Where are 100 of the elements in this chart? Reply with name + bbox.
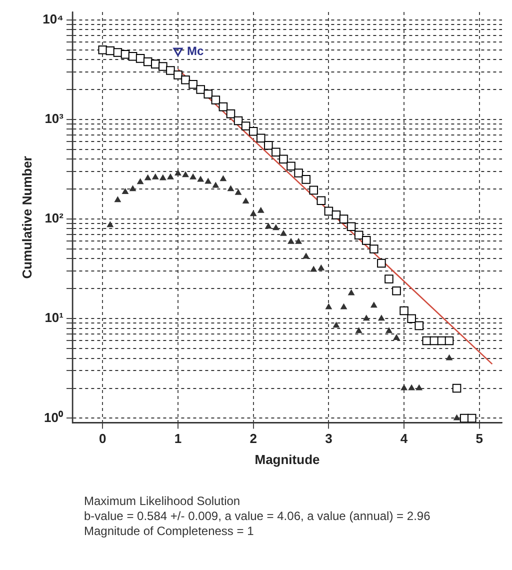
point <box>316 196 326 206</box>
point <box>160 174 166 180</box>
point <box>416 384 422 390</box>
point <box>241 122 250 130</box>
point <box>386 328 392 334</box>
point <box>250 210 256 216</box>
point <box>377 258 386 268</box>
point <box>340 304 347 310</box>
point <box>279 154 288 164</box>
x-tick-label: 4 <box>400 431 408 446</box>
point <box>114 196 121 202</box>
point <box>167 174 174 180</box>
y-tick-label: 10⁰ <box>44 410 64 425</box>
point <box>98 45 108 54</box>
point <box>452 384 462 393</box>
point <box>128 52 138 61</box>
point <box>384 274 394 284</box>
point <box>228 186 234 192</box>
y-tick-label: 10³ <box>44 111 64 126</box>
point <box>378 315 385 321</box>
point <box>218 102 228 112</box>
x-tick-label: 1 <box>174 431 182 446</box>
annotation: Mc <box>186 44 204 58</box>
point <box>258 207 264 213</box>
point <box>122 188 128 194</box>
point <box>339 214 348 224</box>
text: Magnitude of Completeness = 1 <box>84 524 255 539</box>
point <box>309 186 318 195</box>
point <box>226 109 236 118</box>
point <box>332 210 341 220</box>
point <box>326 304 332 310</box>
point <box>400 384 408 390</box>
point <box>348 290 354 296</box>
point <box>392 286 401 296</box>
point <box>113 48 122 57</box>
x-tick-label: 5 <box>476 431 484 446</box>
text: b-value = 0.584 +/- 0.009, a value = 4.06, a value (annual) = 2.96 <box>84 509 430 524</box>
point <box>346 222 356 231</box>
point <box>235 189 242 195</box>
point <box>333 322 340 328</box>
point <box>152 174 158 180</box>
x-tick-label: 3 <box>325 431 332 446</box>
point <box>318 264 324 270</box>
point <box>137 178 144 184</box>
x-tick-label: 2 <box>250 431 257 446</box>
point <box>196 85 205 94</box>
point <box>174 70 182 80</box>
point <box>107 222 114 228</box>
point <box>190 174 196 180</box>
point <box>310 266 317 272</box>
y-tick-label: 10⁴ <box>42 11 64 26</box>
point <box>212 182 219 188</box>
point <box>197 176 204 182</box>
point <box>454 414 460 420</box>
point <box>166 66 175 75</box>
point <box>408 384 415 390</box>
point <box>248 126 258 136</box>
point <box>354 230 364 240</box>
point <box>158 62 168 71</box>
point <box>356 328 362 334</box>
point <box>188 80 198 89</box>
point <box>265 223 272 229</box>
point <box>144 174 151 180</box>
point <box>302 175 310 184</box>
point <box>234 116 243 126</box>
point <box>136 54 145 63</box>
point <box>444 336 454 346</box>
point <box>400 306 408 316</box>
point <box>130 186 136 192</box>
point <box>272 224 280 230</box>
x-axis-title: Magnitude <box>254 452 320 467</box>
point <box>286 162 296 171</box>
point <box>294 168 303 178</box>
point <box>264 140 273 150</box>
point <box>181 75 190 84</box>
point <box>288 238 294 244</box>
y-tick-label: 10¹ <box>44 310 64 326</box>
x-tick-label: 0 <box>99 431 106 446</box>
point <box>272 148 280 157</box>
text: Maximum Likelihood Solution <box>84 494 242 509</box>
point <box>302 253 310 259</box>
point <box>150 60 160 68</box>
point <box>204 90 213 98</box>
point <box>174 170 182 176</box>
point <box>362 236 371 245</box>
point <box>295 238 302 244</box>
point <box>370 244 378 254</box>
point <box>211 96 220 104</box>
y-tick-label: 10² <box>44 210 64 226</box>
point <box>220 176 226 182</box>
point <box>393 334 400 340</box>
y-axis-title: Cumulative Number <box>19 156 34 279</box>
point <box>205 178 212 184</box>
point <box>242 198 249 204</box>
point <box>414 321 424 330</box>
point <box>363 315 370 321</box>
point <box>280 230 287 236</box>
point <box>256 134 266 142</box>
point <box>370 302 377 308</box>
point <box>446 354 452 360</box>
